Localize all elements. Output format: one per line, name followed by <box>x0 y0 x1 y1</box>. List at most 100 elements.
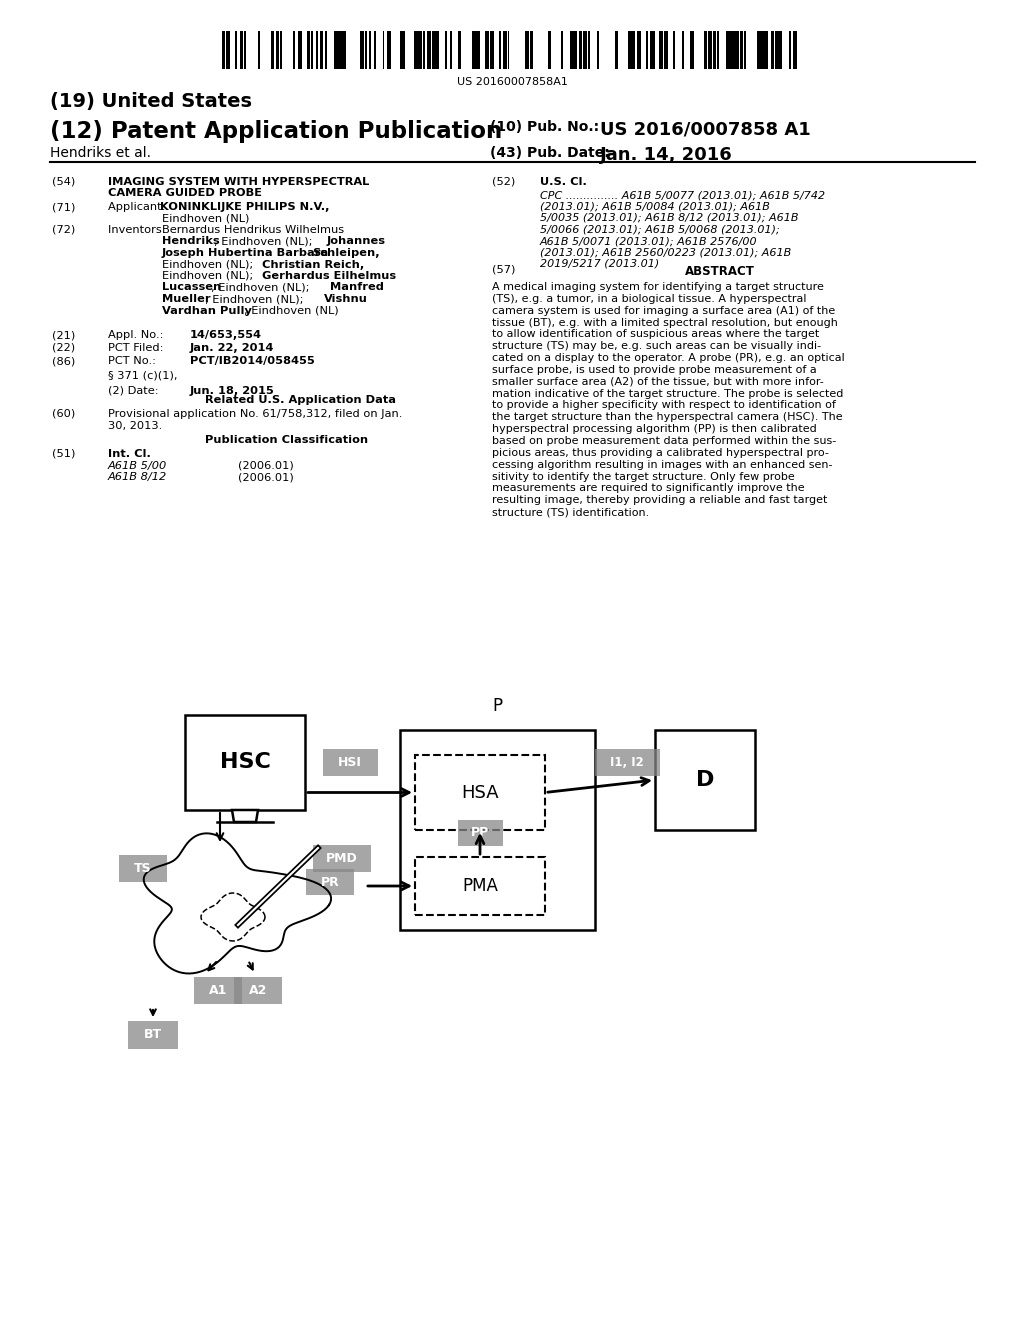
Bar <box>222 30 225 69</box>
Text: BT: BT <box>144 1028 162 1041</box>
Text: Hendriks: Hendriks <box>162 236 219 247</box>
Bar <box>423 30 425 69</box>
Bar <box>646 30 648 69</box>
Text: Lucassen: Lucassen <box>162 282 221 293</box>
Bar <box>793 30 798 69</box>
Polygon shape <box>232 810 258 822</box>
Bar <box>342 30 346 69</box>
Bar <box>739 30 742 69</box>
Bar <box>584 30 587 69</box>
Text: PMA: PMA <box>462 876 498 895</box>
Text: Eindhoven (NL);: Eindhoven (NL); <box>162 260 257 269</box>
Text: CPC ............... A61B 5/0077 (2013.01); A61B 5/742: CPC ............... A61B 5/0077 (2013.01… <box>540 190 825 201</box>
Bar <box>561 30 563 69</box>
Text: to allow identification of suspicious areas where the target: to allow identification of suspicious ar… <box>492 330 819 339</box>
Text: US 2016/0007858 A1: US 2016/0007858 A1 <box>600 120 811 139</box>
Bar <box>597 30 599 69</box>
Text: Schleipen,: Schleipen, <box>312 248 380 257</box>
Bar <box>400 30 404 69</box>
Bar <box>427 30 431 69</box>
Text: to provide a higher specificity with respect to identification of: to provide a higher specificity with res… <box>492 400 836 411</box>
Text: A medical imaging system for identifying a target structure: A medical imaging system for identifying… <box>492 282 824 292</box>
Bar <box>306 869 354 895</box>
Bar <box>234 977 282 1003</box>
Bar <box>280 30 283 69</box>
Bar <box>275 30 279 69</box>
Text: KONINKLIJKE PHILIPS N.V.,: KONINKLIJKE PHILIPS N.V., <box>160 202 330 213</box>
Text: US 20160007858A1: US 20160007858A1 <box>457 77 567 87</box>
Bar <box>194 977 242 1003</box>
Bar <box>682 30 684 69</box>
Bar <box>338 30 342 69</box>
Bar <box>650 30 654 69</box>
Bar <box>489 30 494 69</box>
Text: A2: A2 <box>249 983 267 997</box>
Bar <box>414 30 418 69</box>
Text: Jan. 14, 2016: Jan. 14, 2016 <box>600 147 733 164</box>
Text: structure (TS) may be, e.g. such areas can be visually indi-: structure (TS) may be, e.g. such areas c… <box>492 342 821 351</box>
Bar <box>313 845 371 871</box>
Bar <box>588 30 590 69</box>
Text: TS: TS <box>134 862 152 874</box>
Text: (2013.01); A61B 5/0084 (2013.01); A61B: (2013.01); A61B 5/0084 (2013.01); A61B <box>540 202 770 211</box>
Text: , Eindhoven (NL);: , Eindhoven (NL); <box>214 236 316 247</box>
Text: IMAGING SYSTEM WITH HYPERSPECTRAL: IMAGING SYSTEM WITH HYPERSPECTRAL <box>108 177 370 187</box>
Bar <box>579 30 582 69</box>
Bar <box>387 30 391 69</box>
Bar <box>315 30 317 69</box>
Text: (2013.01); A61B 2560/0223 (2013.01); A61B: (2013.01); A61B 2560/0223 (2013.01); A61… <box>540 248 792 257</box>
Text: cessing algorithm resulting in images with an enhanced sen-: cessing algorithm resulting in images wi… <box>492 459 833 470</box>
Bar <box>472 30 476 69</box>
Bar <box>709 30 712 69</box>
Text: Eindhoven (NL);: Eindhoven (NL); <box>162 271 257 281</box>
Bar <box>459 30 462 69</box>
Text: PMD: PMD <box>326 851 357 865</box>
Text: I1, I2: I1, I2 <box>610 755 644 768</box>
Bar <box>779 30 782 69</box>
Bar <box>717 30 719 69</box>
Bar <box>659 30 663 69</box>
Text: , Eindhoven (NL);: , Eindhoven (NL); <box>205 294 307 304</box>
Text: A61B 8/12: A61B 8/12 <box>108 473 167 482</box>
Text: U.S. Cl.: U.S. Cl. <box>540 177 587 187</box>
Bar <box>614 30 618 69</box>
Text: Related U.S. Application Data: Related U.S. Application Data <box>205 395 396 405</box>
Bar <box>508 30 509 69</box>
Bar <box>307 30 310 69</box>
Bar <box>548 30 551 69</box>
Text: Mueller: Mueller <box>162 294 211 304</box>
Bar <box>236 30 238 69</box>
Bar <box>445 30 446 69</box>
Text: (12) Patent Application Publication: (12) Patent Application Publication <box>50 120 502 143</box>
Text: Manfred: Manfred <box>330 282 384 293</box>
Text: , Eindhoven (NL);: , Eindhoven (NL); <box>211 282 313 293</box>
Text: mation indicative of the target structure. The probe is selected: mation indicative of the target structur… <box>492 388 844 399</box>
Bar <box>258 30 260 69</box>
Bar <box>370 30 372 69</box>
Bar <box>637 30 641 69</box>
Text: Jan. 22, 2014: Jan. 22, 2014 <box>190 343 274 352</box>
Bar <box>485 30 489 69</box>
Bar <box>185 715 305 810</box>
Text: based on probe measurement data performed within the sus-: based on probe measurement data performe… <box>492 436 837 446</box>
Text: 14/653,554: 14/653,554 <box>190 330 262 341</box>
Bar <box>240 30 244 69</box>
Text: Christian Reich,: Christian Reich, <box>262 260 365 269</box>
Bar <box>529 30 532 69</box>
Text: (51): (51) <box>52 449 76 459</box>
Bar <box>321 30 323 69</box>
Text: Vishnu: Vishnu <box>324 294 368 304</box>
Text: (71): (71) <box>52 202 76 213</box>
Bar <box>245 30 246 69</box>
Text: (60): (60) <box>52 409 75 418</box>
Text: 2019/5217 (2013.01): 2019/5217 (2013.01) <box>540 259 659 269</box>
Text: (2) Date:: (2) Date: <box>108 385 159 396</box>
Text: (2006.01): (2006.01) <box>238 461 294 470</box>
Bar <box>311 30 313 69</box>
Bar <box>766 30 768 69</box>
Bar <box>128 1020 178 1049</box>
Bar <box>655 730 755 830</box>
Bar <box>271 30 273 69</box>
Text: Inventors:: Inventors: <box>108 224 169 235</box>
Bar <box>415 857 545 915</box>
